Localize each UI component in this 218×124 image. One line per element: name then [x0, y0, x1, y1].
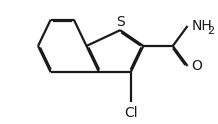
Text: S: S: [116, 15, 124, 29]
Text: 2: 2: [207, 26, 214, 36]
Text: O: O: [191, 59, 202, 73]
Text: Cl: Cl: [124, 106, 138, 120]
Text: NH: NH: [191, 19, 212, 33]
